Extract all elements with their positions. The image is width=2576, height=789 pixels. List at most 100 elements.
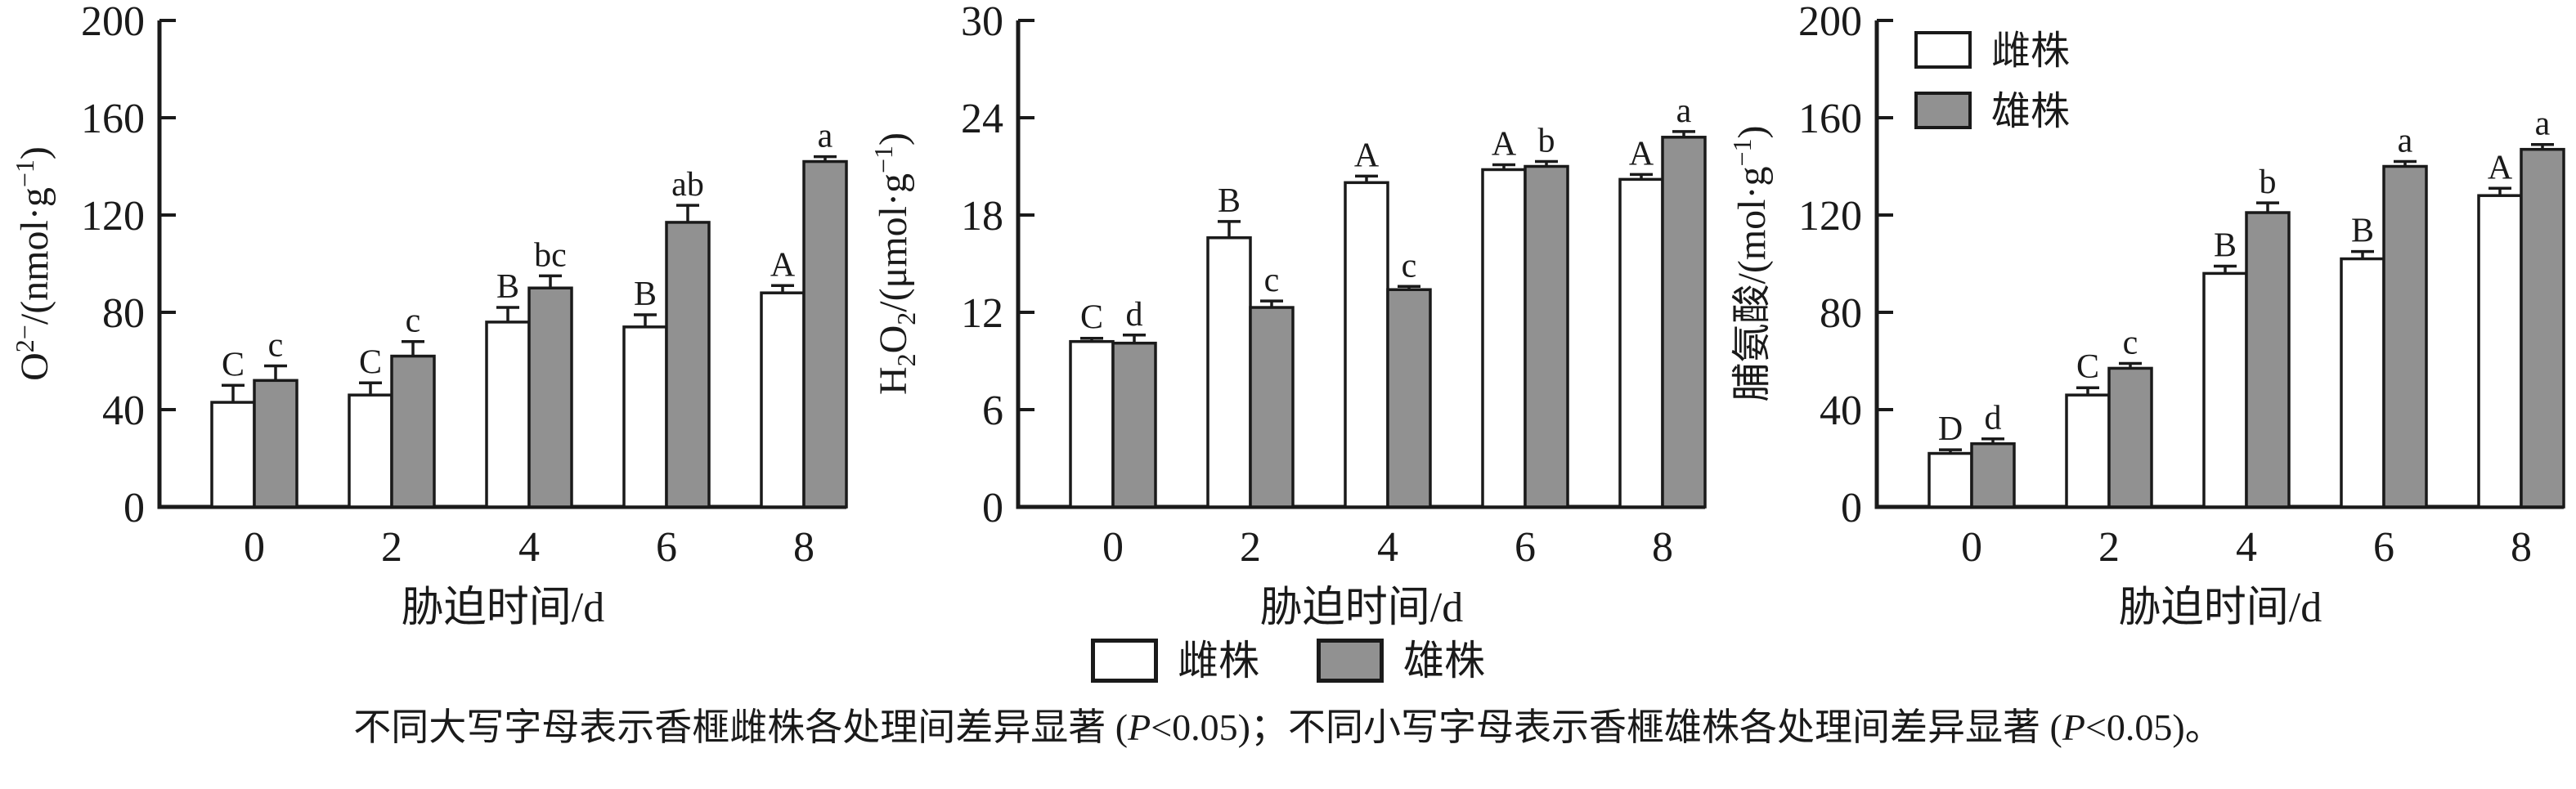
y-tick-label: 200: [1798, 0, 1862, 45]
note-italic-p: P: [2062, 706, 2085, 748]
axis: [1016, 20, 1705, 509]
bar-male-d4: [527, 286, 573, 509]
y-tick-label: 120: [1798, 193, 1862, 240]
bar-male-d6: [665, 221, 711, 509]
sig-letter: c: [268, 326, 284, 364]
x-tick-label: 2: [2098, 524, 2120, 571]
sig-letter: c: [1264, 262, 1280, 299]
y-tick-label: 80: [1820, 290, 1862, 337]
bar-female-d0: [1069, 339, 1115, 509]
sig-letter: A: [2488, 149, 2513, 186]
x-tick-label: 0: [1961, 524, 1982, 571]
x-tick-label: 8: [2511, 524, 2532, 571]
bar-female-d8: [1618, 177, 1664, 509]
y-axis-label: O2−/(nmol·g−1): [10, 146, 56, 381]
sig-letter: d: [1126, 296, 1143, 334]
bar-male-d8: [1661, 136, 1707, 509]
x-tick-label: 6: [656, 524, 677, 571]
figure-note: 不同大写字母表示香榧雌株各处理间差异显著 ( P<0.05)；不同小写字母表示香榧…: [0, 705, 2576, 750]
bar-male-d0: [253, 379, 298, 509]
legend-swatch-male: [1317, 639, 1384, 683]
legend-swatch-female: [1091, 639, 1158, 683]
y-tick-label: 30: [961, 0, 1003, 45]
sig-letter: c: [2123, 324, 2138, 361]
sig-letter: B: [634, 276, 657, 313]
legend-label-male: 雄株: [1403, 638, 1485, 684]
sig-letter: C: [1080, 299, 1103, 337]
note-text: <0.05)；不同小写字母表示香榧雄株各处理间差异显著 (: [1151, 706, 2062, 748]
sig-letter: b: [1538, 123, 1555, 160]
x-axis-label: 胁迫时间/d: [402, 585, 604, 630]
chart-proline: 0 40 80 120 160 200 脯氨酸/(mol·g−1) D d 0 Cc 2 Bb 4 Ba 6 A…: [1727, 0, 2565, 630]
y-axis-label: 脯氨酸/(mol·g−1): [1727, 125, 1774, 401]
y-tick-label: 24: [961, 96, 1003, 142]
x-tick-label: 2: [1240, 524, 1261, 571]
x-tick-label: 0: [1102, 524, 1124, 571]
x-tick-label: 6: [2373, 524, 2394, 571]
bar-female-d0: [210, 401, 256, 509]
y-tick-label: 40: [102, 388, 145, 434]
inset-legend-label-female: 雌株: [1991, 29, 2070, 73]
x-tick-label: 8: [793, 524, 815, 571]
chart-o2: 0 40 80 120 160 200 O2−/(nmol·g−1) Cc 0 Cc 2 Bbc 4 Ba…: [10, 0, 848, 630]
bar-female-d2: [1206, 236, 1252, 509]
sig-letter: D: [1938, 410, 1963, 448]
x-tick-label: 8: [1652, 524, 1673, 571]
y-tick-label: 160: [81, 96, 145, 142]
inset-legend-swatch-female: [1914, 31, 1972, 69]
sig-letter: c: [406, 303, 421, 340]
note-text: 不同大写字母表示香榧雌株各处理间差异显著 (: [353, 706, 1129, 748]
sig-letter: B: [1218, 182, 1241, 220]
sig-letter: C: [359, 343, 382, 381]
bar-male-d0: [1970, 442, 2016, 509]
sig-letter: A: [1629, 135, 1654, 173]
sig-letter: a: [2535, 105, 2551, 143]
bar-male-d2: [1249, 306, 1295, 509]
bar-female-d4: [485, 321, 531, 509]
sig-letter: B: [496, 268, 519, 306]
sig-letter: A: [770, 246, 796, 284]
axis: [1874, 20, 2564, 509]
bar-female-d6: [2340, 257, 2385, 509]
legend-label-female: 雌株: [1178, 638, 1259, 684]
sig-letter: c: [1402, 247, 1417, 285]
y-tick-label: 80: [102, 290, 145, 337]
bar-female-d6: [1481, 168, 1527, 509]
legend-item-male: 雄株: [1317, 639, 1485, 683]
sig-letter: C: [2076, 348, 2099, 386]
bar-female-d2: [348, 393, 393, 509]
sig-letter: a: [818, 118, 833, 155]
bar-male-d2: [390, 354, 436, 509]
y-tick-label: 6: [982, 388, 1003, 434]
bar-male-d0: [1111, 341, 1157, 509]
sig-letter: a: [2398, 123, 2413, 160]
sig-letter: A: [1492, 126, 1517, 164]
bar-female-d8: [2477, 194, 2523, 509]
x-tick-label: 4: [1377, 524, 1398, 571]
y-tick-label: 0: [982, 485, 1003, 531]
bar-male-d8: [802, 159, 848, 509]
x-axis-label: 胁迫时间/d: [1260, 585, 1463, 630]
note-text: <0.05)。: [2085, 706, 2223, 748]
chart-h2o2: 0 6 12 18 24 30 H2O2/(μmol·g−1) C d 0 Bc 2 Ac 4 A b 6 Aa 8…: [868, 0, 1707, 630]
x-tick-label: 4: [2236, 524, 2257, 571]
bar-female-d6: [622, 325, 668, 509]
bar-male-d6: [2382, 164, 2428, 509]
bar-male-d8: [2520, 147, 2565, 509]
bar-female-d4: [2202, 271, 2248, 509]
bar-male-d4: [1386, 288, 1432, 509]
bar-male-d6: [1524, 164, 1569, 509]
x-tick-label: 0: [244, 524, 265, 571]
sig-letter: B: [2214, 226, 2237, 264]
bar-female-d0: [1928, 451, 1973, 509]
bar-female-d4: [1344, 181, 1389, 509]
x-tick-label: 6: [1515, 524, 1536, 571]
sig-letter: b: [2260, 164, 2277, 201]
sig-letter: d: [1985, 400, 2002, 437]
y-tick-label: 160: [1798, 96, 1862, 142]
y-tick-label: 200: [81, 0, 145, 45]
sig-letter: bc: [534, 236, 567, 274]
x-tick-label: 4: [518, 524, 540, 571]
sig-letter: ab: [671, 166, 704, 204]
